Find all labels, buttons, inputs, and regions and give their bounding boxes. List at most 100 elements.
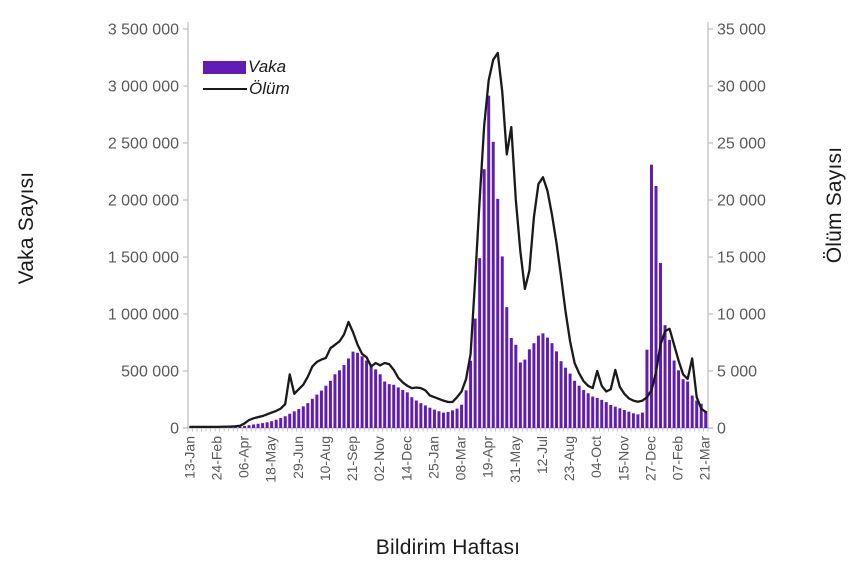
- bar: [383, 381, 387, 428]
- line-series-olum: [189, 51, 707, 429]
- bar: [283, 416, 287, 428]
- x-tick-label: 21-Mar: [697, 436, 713, 481]
- bar: [347, 358, 351, 428]
- bar: [555, 351, 559, 428]
- line-series-swatch: [203, 88, 247, 90]
- svg-text:1 000 000: 1 000 000: [108, 307, 179, 324]
- bar: [609, 404, 613, 428]
- bar: [306, 403, 310, 428]
- x-tick-label: 21-Sep: [344, 436, 360, 481]
- bar: [541, 333, 545, 428]
- y-left-axis-title: Vaka Sayısı: [15, 171, 38, 285]
- bar: [351, 351, 355, 428]
- bar: [618, 408, 622, 428]
- x-tick-label: 18-May: [263, 436, 279, 483]
- bar: [631, 413, 635, 428]
- bar: [622, 409, 626, 428]
- bar: [279, 417, 283, 428]
- bar: [419, 403, 423, 428]
- svg-text:30 000: 30 000: [717, 79, 766, 96]
- bar: [455, 408, 459, 428]
- bar: [324, 385, 328, 428]
- bar: [337, 370, 341, 428]
- x-tick-label: 19-Apr: [480, 436, 496, 478]
- bar: [297, 409, 301, 428]
- bar: [536, 335, 540, 428]
- bar-series-swatch: [203, 60, 246, 74]
- x-tick-label: 10-Aug: [317, 436, 333, 481]
- bar: [582, 390, 586, 428]
- bar: [301, 406, 305, 428]
- bar: [645, 349, 649, 428]
- bar: [636, 414, 640, 428]
- bar: [378, 374, 382, 428]
- bar: [690, 395, 694, 428]
- x-axis-title: Bildirim Haftası: [375, 536, 521, 559]
- bar: [473, 318, 477, 428]
- bar: [668, 339, 672, 428]
- svg-text:10 000: 10 000: [717, 307, 766, 324]
- y-right-axis-title: Ölüm Sayısı: [823, 146, 846, 264]
- bar: [514, 344, 518, 428]
- bar: [577, 385, 581, 428]
- x-tick-label: 23-Aug: [561, 436, 577, 481]
- x-tick-label: 29-Jun: [290, 436, 306, 479]
- bar: [451, 410, 455, 428]
- svg-text:0: 0: [717, 421, 726, 438]
- x-tick-label: 24-Feb: [208, 436, 224, 481]
- bar: [686, 381, 690, 428]
- bar: [487, 95, 491, 428]
- bar: [464, 390, 468, 428]
- bar: [328, 380, 332, 428]
- bar: [532, 343, 536, 428]
- bar: [573, 380, 577, 428]
- x-tick-label: 06-Apr: [236, 436, 252, 478]
- bar: [288, 413, 292, 428]
- bar: [500, 256, 504, 428]
- bar: [478, 258, 482, 428]
- bar: [360, 356, 364, 428]
- x-tick-label: 04-Oct: [588, 436, 604, 478]
- svg-text:25 000: 25 000: [717, 136, 766, 153]
- x-tick-label: 12-Jul: [534, 436, 550, 474]
- bar: [256, 423, 260, 428]
- svg-text:35 000: 35 000: [717, 22, 766, 39]
- bar: [469, 360, 473, 428]
- bar: [649, 164, 653, 428]
- bar: [342, 365, 346, 428]
- legend: Vaka Ölüm: [203, 56, 290, 100]
- bar: [414, 400, 418, 428]
- bar: [274, 419, 278, 428]
- bar: [695, 400, 699, 428]
- bar: [356, 352, 360, 428]
- bar: [509, 337, 513, 428]
- bar: [550, 343, 554, 428]
- bar: [613, 406, 617, 428]
- bar: [482, 169, 486, 428]
- svg-text:20 000: 20 000: [717, 193, 766, 210]
- bar: [627, 411, 631, 428]
- bar: [591, 396, 595, 428]
- bar: [396, 387, 400, 428]
- bar: [663, 325, 667, 428]
- x-tick-label: 07-Feb: [670, 436, 686, 481]
- bar: [252, 424, 256, 428]
- bar: [238, 426, 242, 428]
- bar: [401, 390, 405, 428]
- legend-item-olum: Ölüm: [203, 78, 290, 100]
- bar: [586, 393, 590, 428]
- bar: [261, 423, 265, 428]
- svg-text:5 000: 5 000: [717, 364, 757, 381]
- bar: [432, 409, 436, 428]
- bar: [392, 384, 396, 428]
- bar: [270, 421, 274, 428]
- svg-text:0: 0: [170, 421, 179, 438]
- legend-label-vaka: Vaka: [248, 57, 287, 76]
- x-tick-label: 13-Jan: [181, 436, 197, 479]
- bar: [496, 198, 500, 428]
- x-tick-label: 31-May: [507, 436, 523, 483]
- x-tick-label: 02-Nov: [371, 436, 387, 481]
- bar: [704, 410, 708, 428]
- bar: [640, 412, 644, 428]
